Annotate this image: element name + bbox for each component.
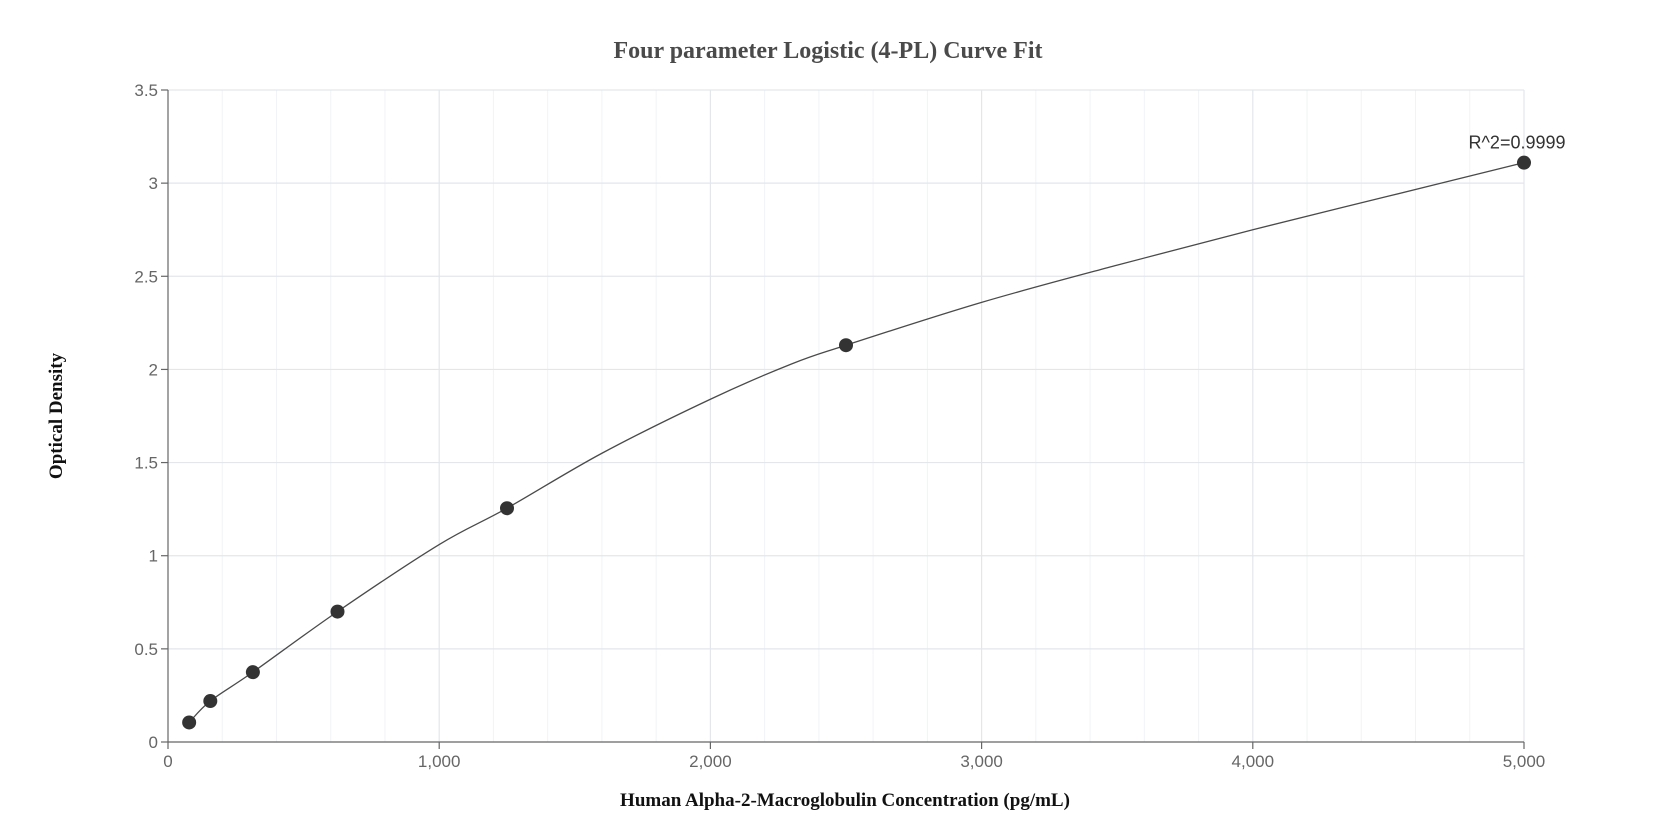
x-tick-label: 0	[163, 752, 172, 771]
x-tick-label: 1,000	[418, 752, 461, 771]
x-axis-label: Human Alpha-2-Macroglobulin Concentratio…	[620, 790, 1070, 811]
fit-curve	[188, 162, 1525, 723]
x-tick-label: 5,000	[1503, 752, 1546, 771]
data-point	[182, 715, 197, 730]
data-point	[1517, 155, 1531, 170]
y-tick-label: 1.5	[134, 454, 158, 473]
axes	[161, 89, 1525, 749]
data-point	[500, 501, 514, 516]
grid	[168, 89, 1525, 742]
fit-curve-layer	[188, 162, 1525, 723]
data-point	[839, 338, 853, 353]
data-point	[245, 665, 260, 680]
data-points	[182, 155, 1531, 730]
x-tick-label: 2,000	[689, 752, 732, 771]
y-tick-label: 3.5	[134, 81, 158, 100]
x-tick-label: 3,000	[960, 752, 1003, 771]
x-tick-label: 4,000	[1232, 752, 1275, 771]
data-point	[330, 604, 345, 619]
y-tick-label: 3	[149, 174, 158, 193]
y-tick-label: 2.5	[134, 267, 158, 286]
chart-title: Four parameter Logistic (4-PL) Curve Fit	[613, 38, 1042, 64]
tick-labels: 0 0.5 1 1.5 2 2.5 3 3.5 0 1,000 2,000 3,000 4,000 5,0…	[134, 81, 1545, 771]
y-axis-label: Optical Density	[46, 352, 67, 479]
data-point	[203, 694, 218, 709]
y-tick-label: 1	[149, 547, 158, 566]
y-tick-label: 0.5	[134, 640, 158, 659]
y-tick-label: 0	[149, 733, 158, 752]
y-tick-label: 2	[149, 360, 158, 379]
r-squared-annotation: R^2=0.9999	[1468, 133, 1565, 153]
